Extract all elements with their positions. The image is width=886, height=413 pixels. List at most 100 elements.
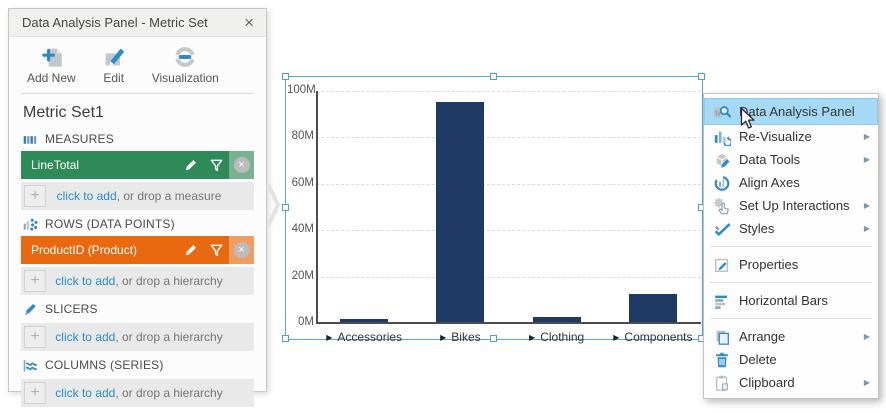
category-text: Accessories xyxy=(337,330,403,344)
section-label: COLUMNS (SERIES) xyxy=(45,358,164,372)
bar-chart[interactable]: 100M 80M 60M 40M 20M 0M ▶ Accessories ▶ Bikes ▶ Clo… xyxy=(286,77,702,344)
add-row-hint: , or drop a hierarchy xyxy=(115,386,223,400)
add-row-hint: , or drop a hierarchy xyxy=(115,274,223,288)
category-text: Components xyxy=(624,330,693,344)
panel-collapse-chevron[interactable] xyxy=(265,181,283,229)
selection-handle[interactable] xyxy=(698,73,705,80)
funnel-icon xyxy=(210,244,222,256)
add-new-button[interactable]: Add New xyxy=(27,45,76,85)
toolbar-button-label: Edit xyxy=(103,71,125,85)
click-to-add-link[interactable]: click to add xyxy=(55,330,116,344)
menu-item-set-up-interactions[interactable]: Set Up Interactions ▶ xyxy=(704,194,878,217)
submenu-arrow-icon: ▶ xyxy=(863,201,870,210)
menu-separator xyxy=(710,318,872,319)
x-axis-category-label[interactable]: ▶ Accessories xyxy=(326,330,402,344)
delete-icon xyxy=(716,352,728,367)
drill-down-icon[interactable]: ▶ xyxy=(529,332,536,342)
filter-field-button[interactable] xyxy=(203,236,229,264)
add-row-rows[interactable]: + click to add, or drop a hierarchy xyxy=(21,267,254,295)
remove-field-icon: × xyxy=(233,157,250,173)
add-row-columns[interactable]: + click to add, or drop a hierarchy xyxy=(21,379,254,407)
add-row-measures[interactable]: + click to add, or drop a measure xyxy=(21,182,254,210)
bar-components[interactable] xyxy=(629,294,677,322)
rows-icon xyxy=(23,218,38,231)
y-axis-tick-label: 60M xyxy=(291,176,314,189)
edit-field-button[interactable] xyxy=(177,236,203,264)
x-axis-category-label[interactable]: ▶ Clothing xyxy=(529,330,584,344)
menu-item-horizontal-bars[interactable]: Horizontal Bars xyxy=(704,289,878,312)
y-axis-tick-label: 0M xyxy=(298,316,314,328)
bar-accessories[interactable] xyxy=(340,319,388,322)
re-visualize-icon xyxy=(714,131,731,146)
data-tools-icon xyxy=(716,153,730,168)
add-row-slicers[interactable]: + click to add, or drop a hierarchy xyxy=(21,323,254,351)
section-header-measures: MEASURES xyxy=(9,126,266,150)
category-text: Bikes xyxy=(451,330,481,344)
field-chip-measures[interactable]: LineTotal × xyxy=(21,151,254,179)
submenu-arrow-icon: ▶ xyxy=(863,224,870,233)
menu-item-delete[interactable]: Delete xyxy=(704,348,878,371)
drill-down-icon[interactable]: ▶ xyxy=(326,332,333,342)
remove-field-button[interactable]: × xyxy=(229,236,254,264)
filter-field-button[interactable] xyxy=(203,151,229,179)
panel-header[interactable]: Data Analysis Panel - Metric Set × xyxy=(9,9,266,37)
funnel-icon xyxy=(210,159,222,171)
y-axis-tick-label: 80M xyxy=(291,130,314,143)
menu-item-re-visualize[interactable]: Re-Visualize ▶ xyxy=(704,125,878,148)
align-axes-icon xyxy=(714,175,730,191)
selection-handle[interactable] xyxy=(490,335,497,342)
click-to-add-link[interactable]: click to add xyxy=(55,386,116,400)
divider xyxy=(21,93,254,94)
menu-item-clipboard[interactable]: Clipboard ▶ xyxy=(704,371,878,394)
menu-item-data-analysis-panel[interactable]: Data Analysis Panel xyxy=(704,98,878,125)
gridline xyxy=(316,137,701,139)
chart-selection[interactable]: 100M 80M 60M 40M 20M 0M ▶ Accessories ▶ Bikes ▶ Clo… xyxy=(282,73,705,344)
add-row-text: click to add, or drop a measure xyxy=(46,189,254,203)
y-axis-tick-label: 20M xyxy=(291,269,314,282)
edit-button[interactable]: Edit xyxy=(102,45,126,85)
context-menu: Data Analysis Panel Re-Visualize ▶ Data Too… xyxy=(703,93,879,399)
click-to-add-link[interactable]: click to add xyxy=(56,189,117,203)
menu-item-label: Align Axes xyxy=(739,175,800,190)
edit-field-button[interactable] xyxy=(177,151,203,179)
field-chip-label: ProductID (Product) xyxy=(31,243,138,257)
selection-handle[interactable] xyxy=(282,73,289,80)
bar-bikes[interactable] xyxy=(436,102,484,322)
field-chip-rows[interactable]: ProductID (Product) × xyxy=(21,236,254,264)
menu-item-arrange[interactable]: Arrange ▶ xyxy=(704,325,878,348)
menu-item-label: Horizontal Bars xyxy=(739,293,828,308)
gridline xyxy=(316,183,701,185)
section-label: MEASURES xyxy=(45,132,114,146)
columns-icon xyxy=(23,359,38,371)
menu-item-align-axes[interactable]: Align Axes xyxy=(704,171,878,194)
drill-down-icon[interactable]: ▶ xyxy=(613,332,620,342)
click-to-add-link[interactable]: click to add xyxy=(55,274,116,288)
remove-field-button[interactable]: × xyxy=(229,151,254,179)
menu-item-data-tools[interactable]: Data Tools ▶ xyxy=(704,148,878,171)
add-new-icon xyxy=(42,48,63,67)
add-row-text: click to add, or drop a hierarchy xyxy=(46,274,254,288)
x-axis-category-label[interactable]: ▶ Components xyxy=(613,330,692,344)
bar-clothing[interactable] xyxy=(533,317,581,322)
menu-item-label: Delete xyxy=(739,352,777,367)
toolbar-button-label: Visualization xyxy=(151,71,219,85)
plus-icon: + xyxy=(24,270,46,292)
selection-handle[interactable] xyxy=(490,73,497,80)
x-axis-category-label[interactable]: ▶ Bikes xyxy=(440,330,481,344)
plus-icon: + xyxy=(24,382,46,404)
selection-handle[interactable] xyxy=(282,335,289,342)
pencil-icon xyxy=(185,159,196,170)
submenu-arrow-icon: ▶ xyxy=(863,155,870,164)
selection-handle[interactable] xyxy=(282,204,289,211)
drill-down-icon[interactable]: ▶ xyxy=(440,332,447,342)
close-icon[interactable]: × xyxy=(244,13,254,32)
visualization-button[interactable]: Visualization xyxy=(152,45,219,85)
panel-toolbar: Add New Edit Visualization xyxy=(9,37,266,89)
menu-item-label: Clipboard xyxy=(739,375,795,390)
section-header-columns: COLUMNS (SERIES) xyxy=(9,352,266,376)
menu-item-properties[interactable]: Properties xyxy=(704,253,878,276)
y-axis-line xyxy=(316,91,318,324)
menu-item-styles[interactable]: Styles ▶ xyxy=(704,217,878,240)
submenu-arrow-icon: ▶ xyxy=(863,132,870,141)
